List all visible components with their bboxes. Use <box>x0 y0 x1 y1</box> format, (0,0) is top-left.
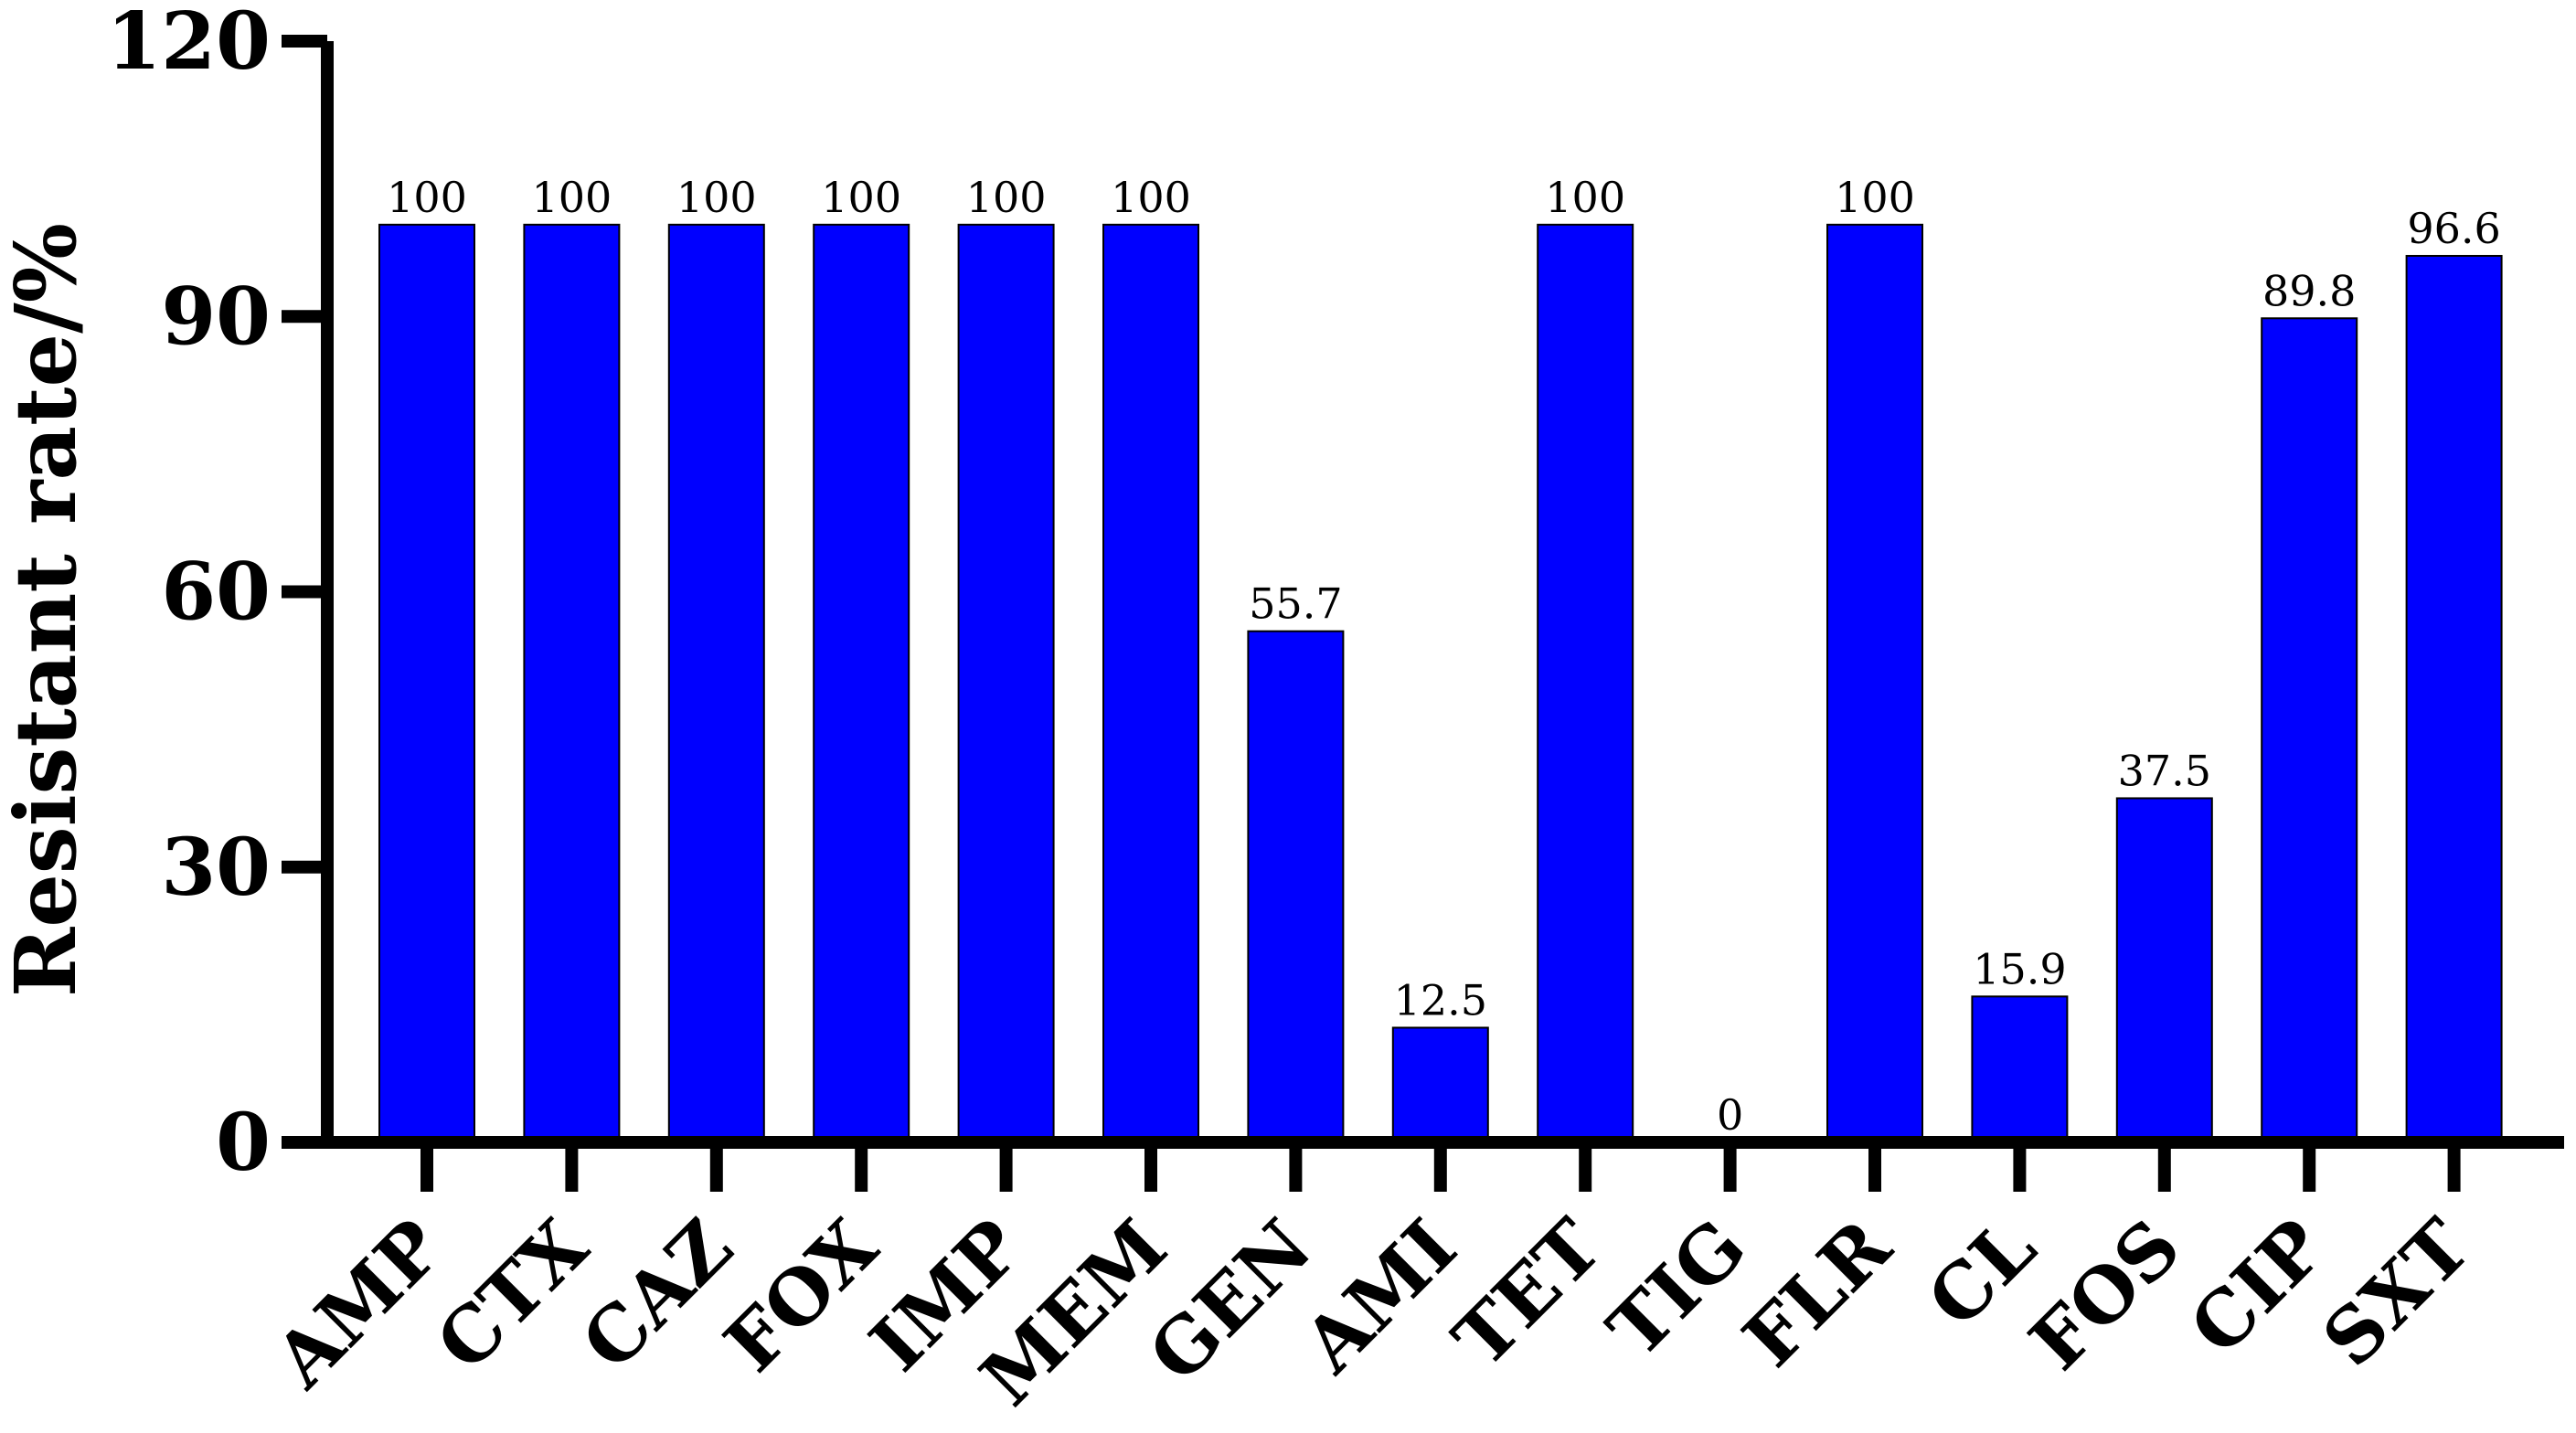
x-tick-label-ctx: CTX <box>420 1203 604 1387</box>
value-label-cip: 89.8 <box>2262 266 2356 315</box>
value-label-tet: 100 <box>1545 173 1625 222</box>
x-tick-label-amp: AMP <box>258 1203 460 1405</box>
value-labels-group: 100 100 100 100 100 100 55.7 12.5 100 0 100 15.9 37.… <box>387 173 2501 1140</box>
value-label-ctx: 100 <box>531 173 612 222</box>
bar-cip <box>2261 317 2358 1143</box>
value-label-sxt: 96.6 <box>2407 204 2500 253</box>
y-tick-label: 90 <box>161 271 271 363</box>
bar-fox <box>813 223 910 1144</box>
value-label-imp: 100 <box>966 173 1047 222</box>
bar-ami <box>1391 1026 1489 1143</box>
x-tick-label-gen: GEN <box>1133 1203 1329 1399</box>
bar-amp <box>378 223 475 1144</box>
value-label-fox: 100 <box>821 173 901 222</box>
y-tick-label: 60 <box>161 547 271 639</box>
value-label-amp: 100 <box>387 173 467 222</box>
y-ticks-group: 0 30 60 90 120 <box>106 0 327 1189</box>
y-tick-label: 0 <box>216 1097 271 1189</box>
bar-tet <box>1537 223 1634 1144</box>
bar-cl <box>1971 995 2069 1144</box>
value-label-ami: 12.5 <box>1394 975 1487 1024</box>
x-tick-label-cip: CIP <box>2174 1203 2343 1372</box>
bar-mem <box>1102 223 1199 1144</box>
value-label-caz: 100 <box>676 173 757 222</box>
bar-fos <box>2115 797 2213 1143</box>
x-tick-label-fox: FOX <box>708 1203 895 1389</box>
value-label-tig: 0 <box>1717 1090 1743 1140</box>
bar-flr <box>1826 223 1923 1144</box>
bars-group <box>378 223 2503 1144</box>
x-tick-label-sxt: SXT <box>2306 1203 2487 1384</box>
bar-gen <box>1247 630 1345 1143</box>
value-label-fos: 37.5 <box>2118 746 2211 795</box>
y-axis-label: Resistant rate/% <box>0 223 95 997</box>
x-tick-label-caz: CAZ <box>566 1203 750 1386</box>
value-label-cl: 15.9 <box>1973 944 2066 993</box>
x-tick-label-tig: TIG <box>1591 1203 1763 1375</box>
y-tick-label: 120 <box>106 0 271 88</box>
value-label-flr: 100 <box>1835 173 1915 222</box>
bar-ctx <box>523 223 621 1144</box>
x-tick-label-tet: TET <box>1437 1203 1618 1384</box>
value-label-gen: 55.7 <box>1249 579 1342 629</box>
x-tick-label-flr: FLR <box>1727 1203 1909 1385</box>
y-tick-label: 30 <box>161 822 271 914</box>
bar-caz <box>667 223 765 1144</box>
x-tick-label-fos: FOS <box>2014 1203 2198 1386</box>
bar-imp <box>957 223 1055 1144</box>
bar-sxt <box>2405 254 2503 1144</box>
value-label-mem: 100 <box>1111 173 1191 222</box>
x-tick-label-ami: AMI <box>1286 1203 1474 1390</box>
